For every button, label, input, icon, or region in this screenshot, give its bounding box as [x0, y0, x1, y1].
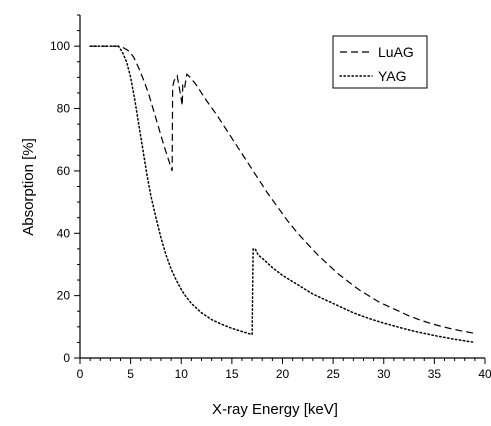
- series-line-luag: [90, 45, 476, 335]
- x-tick-label: 0: [77, 367, 84, 381]
- y-tick-label: 60: [57, 164, 71, 178]
- y-tick-label: 100: [50, 39, 70, 53]
- y-tick-label: 80: [57, 102, 71, 116]
- legend-box: [332, 35, 428, 89]
- x-tick-label: 25: [326, 367, 340, 381]
- y-tick-label: 20: [57, 289, 71, 303]
- axis-tick-labels: 0 5 10 15 20 25 30 35 40 0 20 40 60 80 100: [50, 39, 491, 381]
- x-tick-label: 35: [428, 367, 442, 381]
- x-tick-label: 5: [127, 367, 134, 381]
- legend: LuAG YAG: [332, 35, 428, 89]
- x-axis-label: X-ray Energy [keV]: [212, 401, 338, 418]
- axis-ticks: [74, 14, 486, 364]
- y-tick-label: 0: [63, 351, 70, 365]
- series-line-yag: [89, 45, 476, 344]
- x-tick-label: 10: [175, 367, 189, 381]
- x-tick-label: 20: [276, 367, 290, 381]
- x-tick-label: 30: [377, 367, 391, 381]
- y-tick-label: 40: [57, 226, 71, 240]
- legend-label-luag: LuAG: [378, 44, 414, 60]
- legend-label-yag: YAG: [378, 68, 407, 84]
- x-tick-label: 40: [478, 367, 491, 381]
- x-tick-label: 15: [225, 367, 239, 381]
- y-axis-label: Absorption [%]: [20, 138, 37, 236]
- plot-area: [89, 45, 476, 344]
